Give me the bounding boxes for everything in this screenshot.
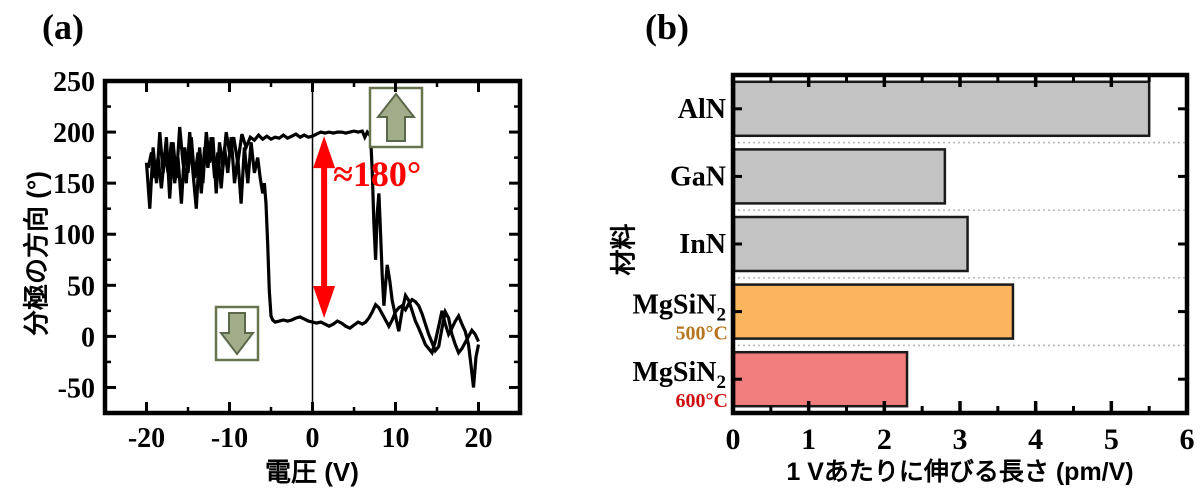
hysteresis-curve-sweep-down: [146, 137, 480, 356]
y-tick-label: 200: [53, 118, 95, 149]
plot-a-y-axis-label: 分極の方向 (°): [21, 171, 52, 336]
y-tick-label: 250: [53, 67, 95, 98]
polarization-down-icon: [218, 312, 256, 356]
category-label-MgSiN: MgSiN2: [633, 357, 727, 393]
y-tick-label: -50: [58, 373, 95, 404]
x-tick-label: 4: [1028, 423, 1043, 456]
hysteresis-curve-sweep-up: [144, 126, 481, 388]
y-tick-label: 50: [67, 271, 95, 302]
polarization-up-icon: [375, 92, 417, 142]
bar-AlN: [732, 80, 1151, 138]
delta-180-label: ≈180°: [333, 154, 421, 194]
hysteresis-plot: ≈180° -20 -10 0 10 20 -50 0 50 100 150 200 250: [53, 67, 523, 454]
x-tick-label: 0: [726, 423, 741, 456]
delta-180-arrowhead-down: [313, 285, 336, 318]
x-tick-label: -20: [128, 423, 165, 454]
x-tick-label: 0: [306, 423, 320, 454]
x-tick-label: 2: [877, 423, 892, 456]
bar-MgSiN-600°C: [732, 350, 909, 408]
category-label-InN: InN: [679, 229, 726, 260]
x-tick-label: 10: [382, 423, 410, 454]
x-tick-label: -10: [211, 423, 248, 454]
x-tick-label: 1: [801, 423, 816, 456]
category-label-GaN: GaN: [670, 161, 726, 192]
x-tick-label: 5: [1104, 423, 1119, 456]
delta-180-arrowhead-up: [313, 136, 336, 169]
plot-b-y-axis-label: 材料: [608, 223, 639, 276]
plot-a-x-axis-label: 電圧 (V): [265, 457, 359, 487]
category-label-MgSiN: MgSiN2: [633, 290, 727, 326]
plot-b-x-axis-label: 1 Vあたりに伸びる長さ (pm/V): [786, 458, 1134, 486]
y-tick-label: 100: [53, 220, 95, 251]
bar-MgSiN-500°C: [732, 283, 1015, 340]
panel-b-letter: (b): [645, 7, 689, 47]
y-tick-label: 150: [53, 169, 95, 200]
category-label-AlN: AlN: [678, 94, 726, 125]
category-label-subscript: 2: [717, 305, 727, 326]
x-tick-label: 3: [953, 423, 968, 456]
x-tick-label: 20: [465, 423, 493, 454]
growth-temperature-label: 600°C: [676, 390, 728, 412]
growth-temperature-label: 500°C: [676, 323, 728, 345]
bar-GaN: [732, 148, 947, 205]
y-tick-label: 0: [81, 322, 95, 353]
bar-InN: [732, 215, 969, 273]
x-tick-label: 6: [1180, 423, 1195, 456]
category-label-subscript: 2: [717, 372, 727, 393]
panel-a-letter: (a): [42, 7, 84, 47]
